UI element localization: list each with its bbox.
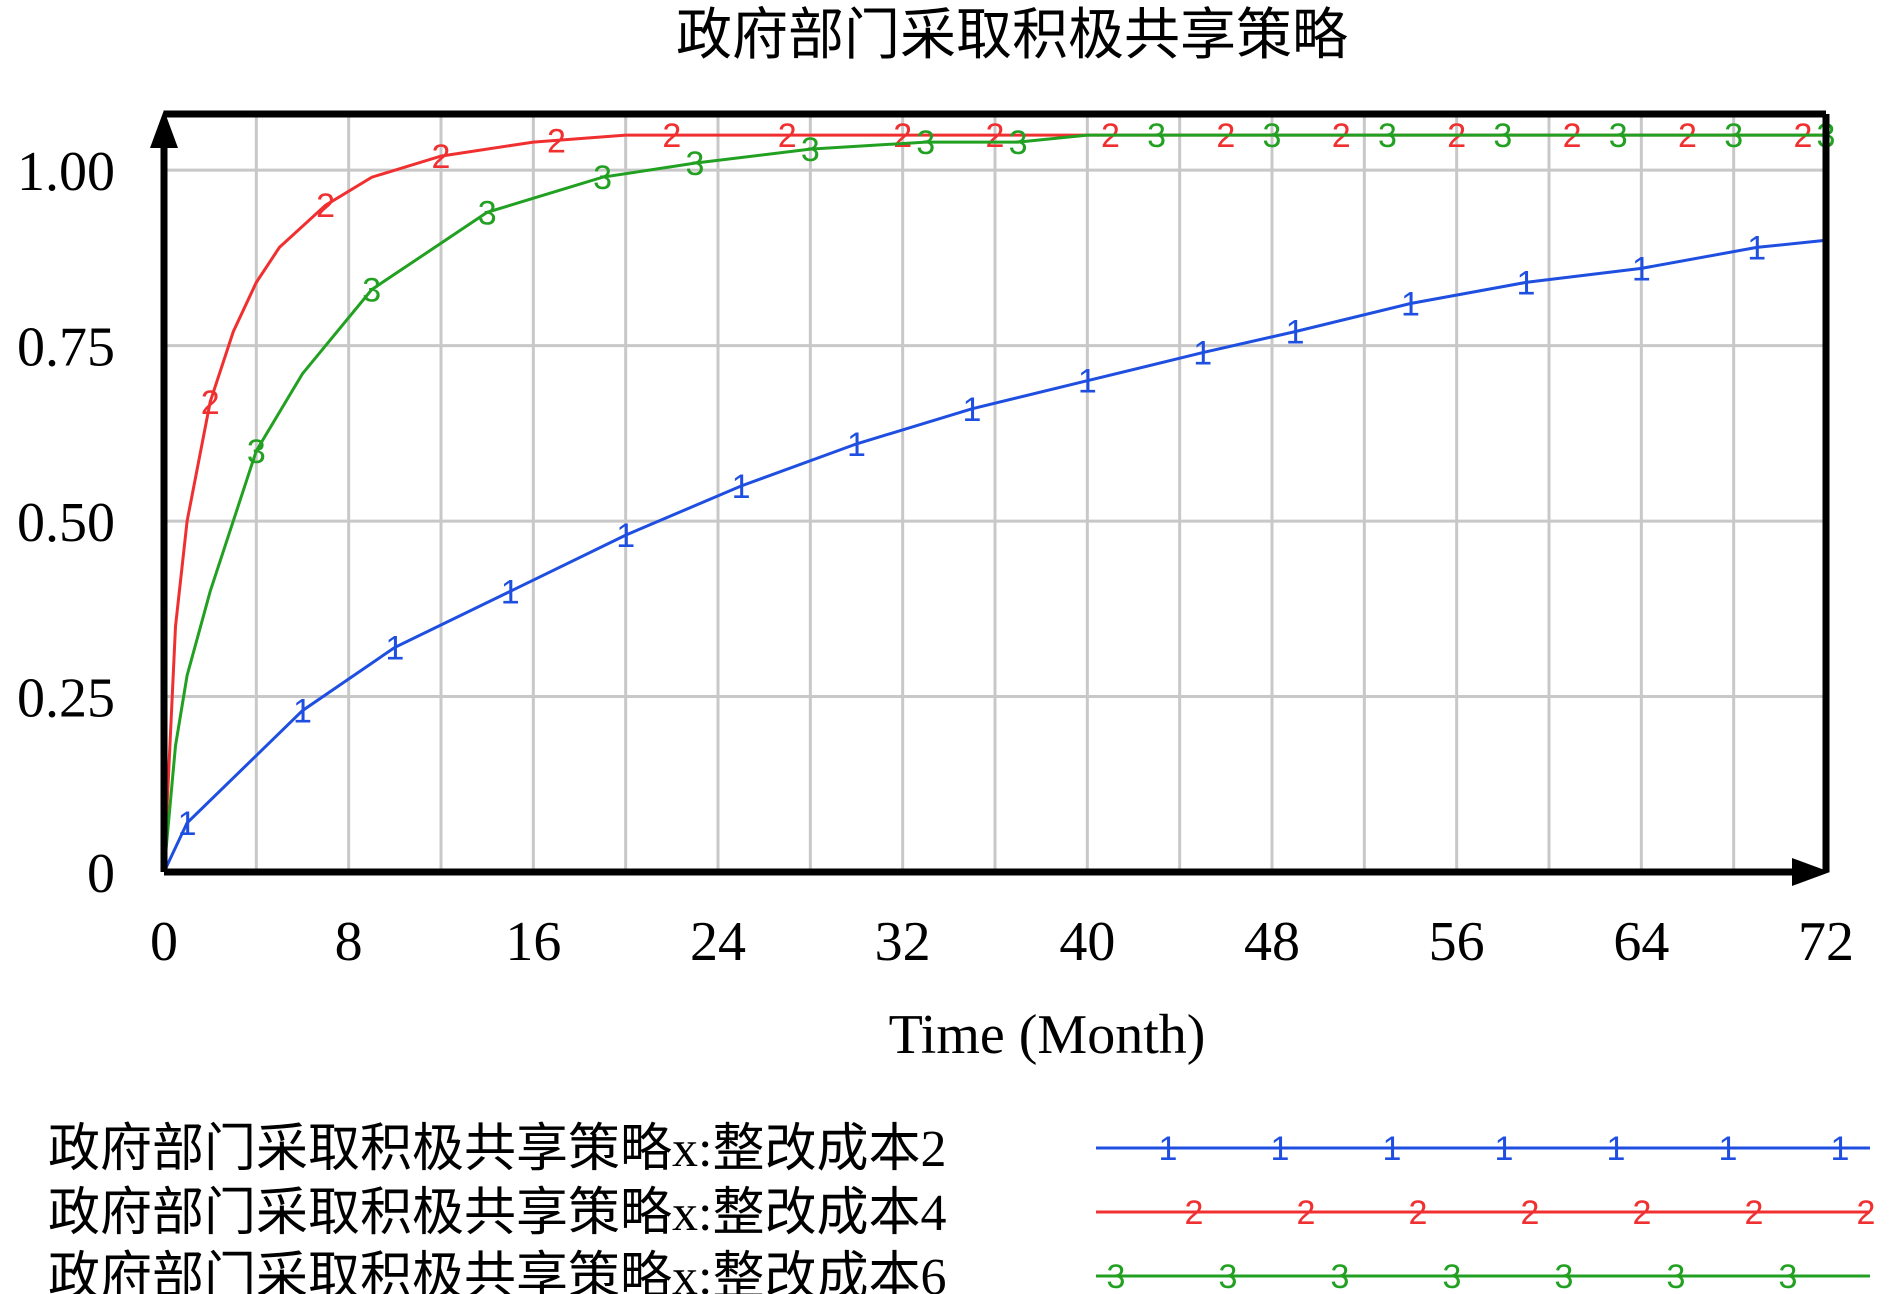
series-marker: 2 xyxy=(201,384,220,422)
series-marker: 1 xyxy=(1747,229,1766,267)
series-marker: 1 xyxy=(732,468,751,506)
legend-marker: 3 xyxy=(1219,1258,1238,1294)
y-tick-label: 0.50 xyxy=(17,492,115,554)
y-tick-label: 0.25 xyxy=(17,668,115,730)
series-marker: 3 xyxy=(1609,117,1628,155)
legend-marker: 3 xyxy=(1667,1258,1686,1294)
series-marker: 3 xyxy=(478,194,497,232)
x-tick-label: 48 xyxy=(1244,911,1300,973)
series-marker: 3 xyxy=(1263,117,1282,155)
legend-label: 政府部门采取积极共享策略x:整改成本4 xyxy=(48,1185,946,1242)
series-marker: 1 xyxy=(293,693,312,731)
legend-marker: 3 xyxy=(1443,1258,1462,1294)
legend-marker: 2 xyxy=(1297,1194,1316,1232)
legend-marker: 2 xyxy=(1857,1194,1876,1232)
legend-marker: 3 xyxy=(1779,1258,1798,1294)
series-line xyxy=(162,133,1826,873)
legend-marker: 1 xyxy=(1271,1130,1290,1168)
x-tick-label: 40 xyxy=(1059,911,1115,973)
series-marker: 2 xyxy=(316,187,335,225)
series-1: 1 1 1 1 1 1 1 1 1 1 1 1 1 1 1 xyxy=(162,229,1827,873)
series-marker: 3 xyxy=(1493,117,1512,155)
series-marker: 1 xyxy=(1632,250,1651,288)
series-marker: 1 xyxy=(616,517,635,555)
legend-marker: 3 xyxy=(1555,1258,1574,1294)
series-line xyxy=(162,238,1827,873)
y-axis-arrow xyxy=(150,110,178,148)
x-tick-label: 16 xyxy=(505,911,561,973)
legend-marker: 2 xyxy=(1633,1194,1652,1232)
x-tick-label: 72 xyxy=(1798,911,1854,973)
series-marker: 1 xyxy=(962,391,981,429)
x-tick-label: 0 xyxy=(150,911,178,973)
series-marker: 1 xyxy=(178,805,197,843)
series-marker: 3 xyxy=(593,159,612,197)
x-axis-label: Time (Month) xyxy=(889,1004,1206,1066)
chart-title: 政府部门采取积极共享策略 xyxy=(676,5,1348,67)
legend-marker: 2 xyxy=(1185,1194,1204,1232)
legend-marker: 2 xyxy=(1409,1194,1428,1232)
legend-marker: 1 xyxy=(1831,1130,1850,1168)
y-tick-label: 0 xyxy=(87,843,115,905)
series-marker: 3 xyxy=(1009,124,1028,162)
series-marker: 1 xyxy=(847,426,866,464)
legend-marker: 1 xyxy=(1159,1130,1178,1168)
legend: 政府部门采取积极共享策略x:整改成本2 1 1 1 1 1 1 1政府部门采取积极共享策略x:… xyxy=(48,1121,1875,1294)
series-3: 333333333333333 xyxy=(162,117,1835,873)
series-marker: 3 xyxy=(1147,117,1166,155)
x-tick-label: 56 xyxy=(1429,911,1485,973)
legend-marker: 1 xyxy=(1607,1130,1626,1168)
series-marker: 1 xyxy=(1078,363,1097,401)
series-marker: 1 xyxy=(501,573,520,611)
legend-marker: 1 xyxy=(1719,1130,1738,1168)
series-marker: 3 xyxy=(247,433,266,471)
series-marker: 2 xyxy=(662,117,681,155)
series-marker: 3 xyxy=(1724,117,1743,155)
y-tick-label: 1.00 xyxy=(17,141,115,203)
legend-item: 政府部门采取积极共享策略x:整改成本4 2 2 2 2 2 2 2 xyxy=(48,1185,1875,1242)
legend-item: 政府部门采取积极共享策略x:整改成本2 1 1 1 1 1 1 1 xyxy=(48,1121,1870,1178)
series-marker: 2 xyxy=(986,117,1005,155)
series-marker: 3 xyxy=(362,271,381,309)
x-tick-label: 32 xyxy=(875,911,931,973)
x-tick-label: 24 xyxy=(690,911,746,973)
x-tick-label: 8 xyxy=(335,911,363,973)
series-marker: 1 xyxy=(385,629,404,667)
legend-marker: 1 xyxy=(1495,1130,1514,1168)
legend-marker: 2 xyxy=(1745,1194,1764,1232)
series-marker: 2 xyxy=(432,138,451,176)
series-marker: 3 xyxy=(685,145,704,183)
legend-item: 政府部门采取积极共享策略x:整改成本6 3 3 3 3 3 3 3 xyxy=(48,1249,1870,1294)
y-tick-label: 0.75 xyxy=(17,317,115,379)
series-marker: 2 xyxy=(778,117,797,155)
legend-label: 政府部门采取积极共享策略x:整改成本2 xyxy=(48,1121,946,1178)
legend-label: 政府部门采取积极共享策略x:整改成本6 xyxy=(48,1249,946,1294)
series-marker: 2 xyxy=(893,117,912,155)
axes xyxy=(150,110,1830,886)
series-marker: 1 xyxy=(1286,314,1305,352)
grid-lines xyxy=(164,114,1826,872)
series-marker: 1 xyxy=(1516,264,1535,302)
legend-marker: 3 xyxy=(1331,1258,1350,1294)
series-marker: 3 xyxy=(916,124,935,162)
series-marker: 3 xyxy=(1378,117,1397,155)
x-tick-label: 64 xyxy=(1613,911,1669,973)
legend-marker: 1 xyxy=(1383,1130,1402,1168)
x-axis-arrow xyxy=(1792,858,1830,886)
series-marker: 1 xyxy=(1401,286,1420,324)
series-marker: 2 xyxy=(547,122,566,160)
series-marker: 1 xyxy=(1193,335,1212,373)
legend-marker: 3 xyxy=(1107,1258,1126,1294)
legend-marker: 2 xyxy=(1521,1194,1540,1232)
series-marker: 3 xyxy=(801,131,820,169)
